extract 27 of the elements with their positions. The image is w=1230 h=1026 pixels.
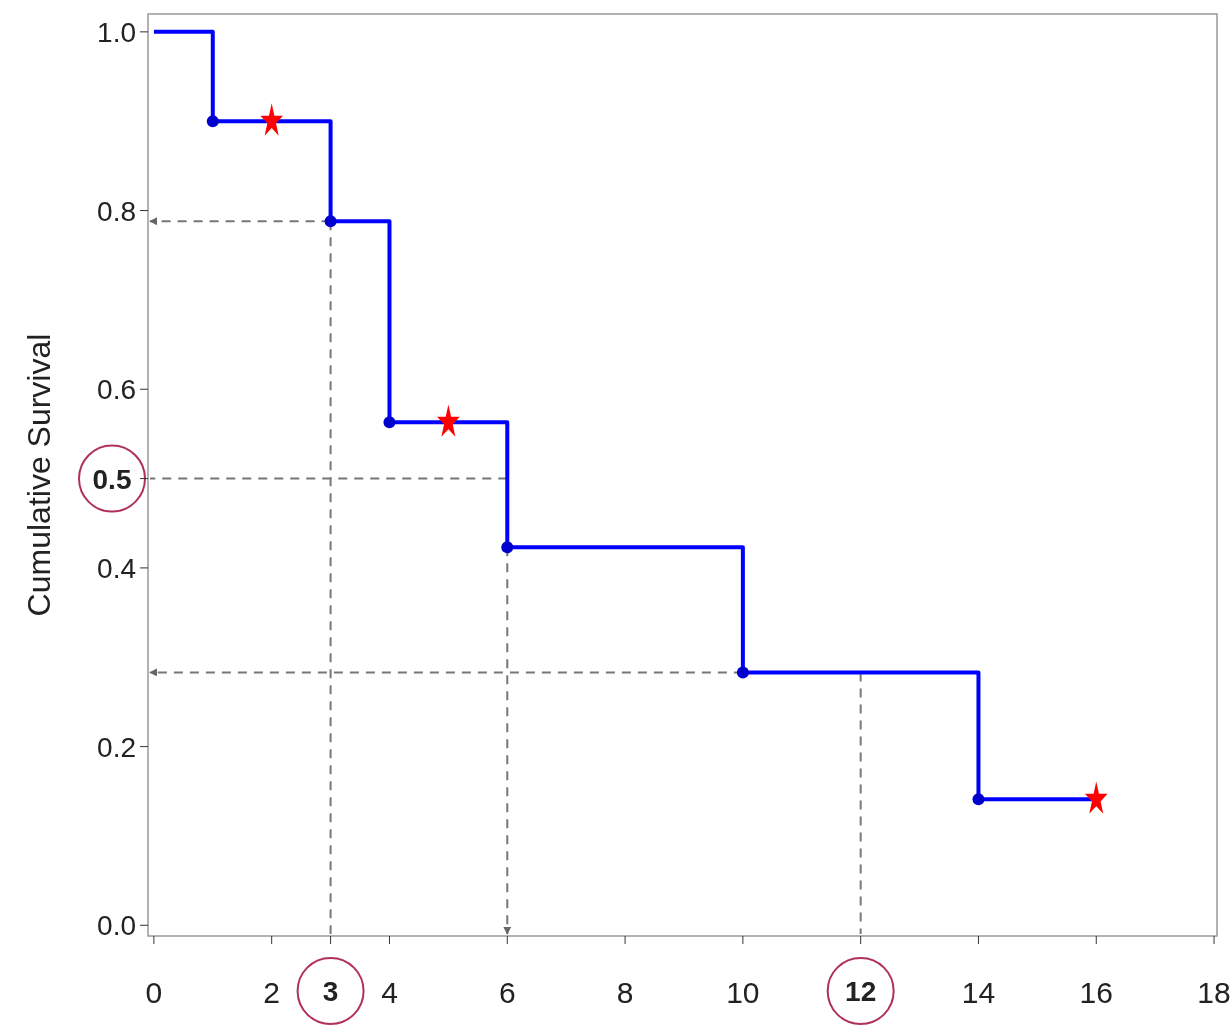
x-tick-label: 10 xyxy=(726,976,760,1009)
ref-line-label: 12 xyxy=(845,976,877,1007)
y-axis-title: Cumulative Survival xyxy=(21,333,57,617)
point xyxy=(736,666,749,679)
x-tick-label: 8 xyxy=(616,976,634,1009)
y-tick-label: 0.8 xyxy=(97,195,136,227)
y-tick-label: 0.6 xyxy=(97,374,136,406)
x-tick-label: 14 xyxy=(961,976,996,1009)
point xyxy=(206,115,219,128)
point xyxy=(260,103,284,136)
point xyxy=(324,215,337,228)
y-tick-label: 0.4 xyxy=(97,552,136,584)
point xyxy=(501,541,514,554)
x-tick-label: 16 xyxy=(1079,976,1113,1009)
y-tick-label: 0.0 xyxy=(97,910,136,942)
ref-line-label: 0.5 xyxy=(92,463,132,495)
point xyxy=(383,416,396,429)
x-tick-label: 18 xyxy=(1197,976,1230,1009)
y-tick-label: 1.0 xyxy=(97,16,136,48)
y-tick-label: 0.2 xyxy=(97,731,136,763)
x-tick-label: 2 xyxy=(263,976,281,1009)
point xyxy=(1084,781,1108,814)
x-tick-label: 0 xyxy=(145,976,163,1009)
ref-line-label: 3 xyxy=(322,976,339,1007)
point xyxy=(972,793,985,806)
x-tick-label: 6 xyxy=(498,976,516,1009)
x-tick-label: 4 xyxy=(381,976,398,1009)
